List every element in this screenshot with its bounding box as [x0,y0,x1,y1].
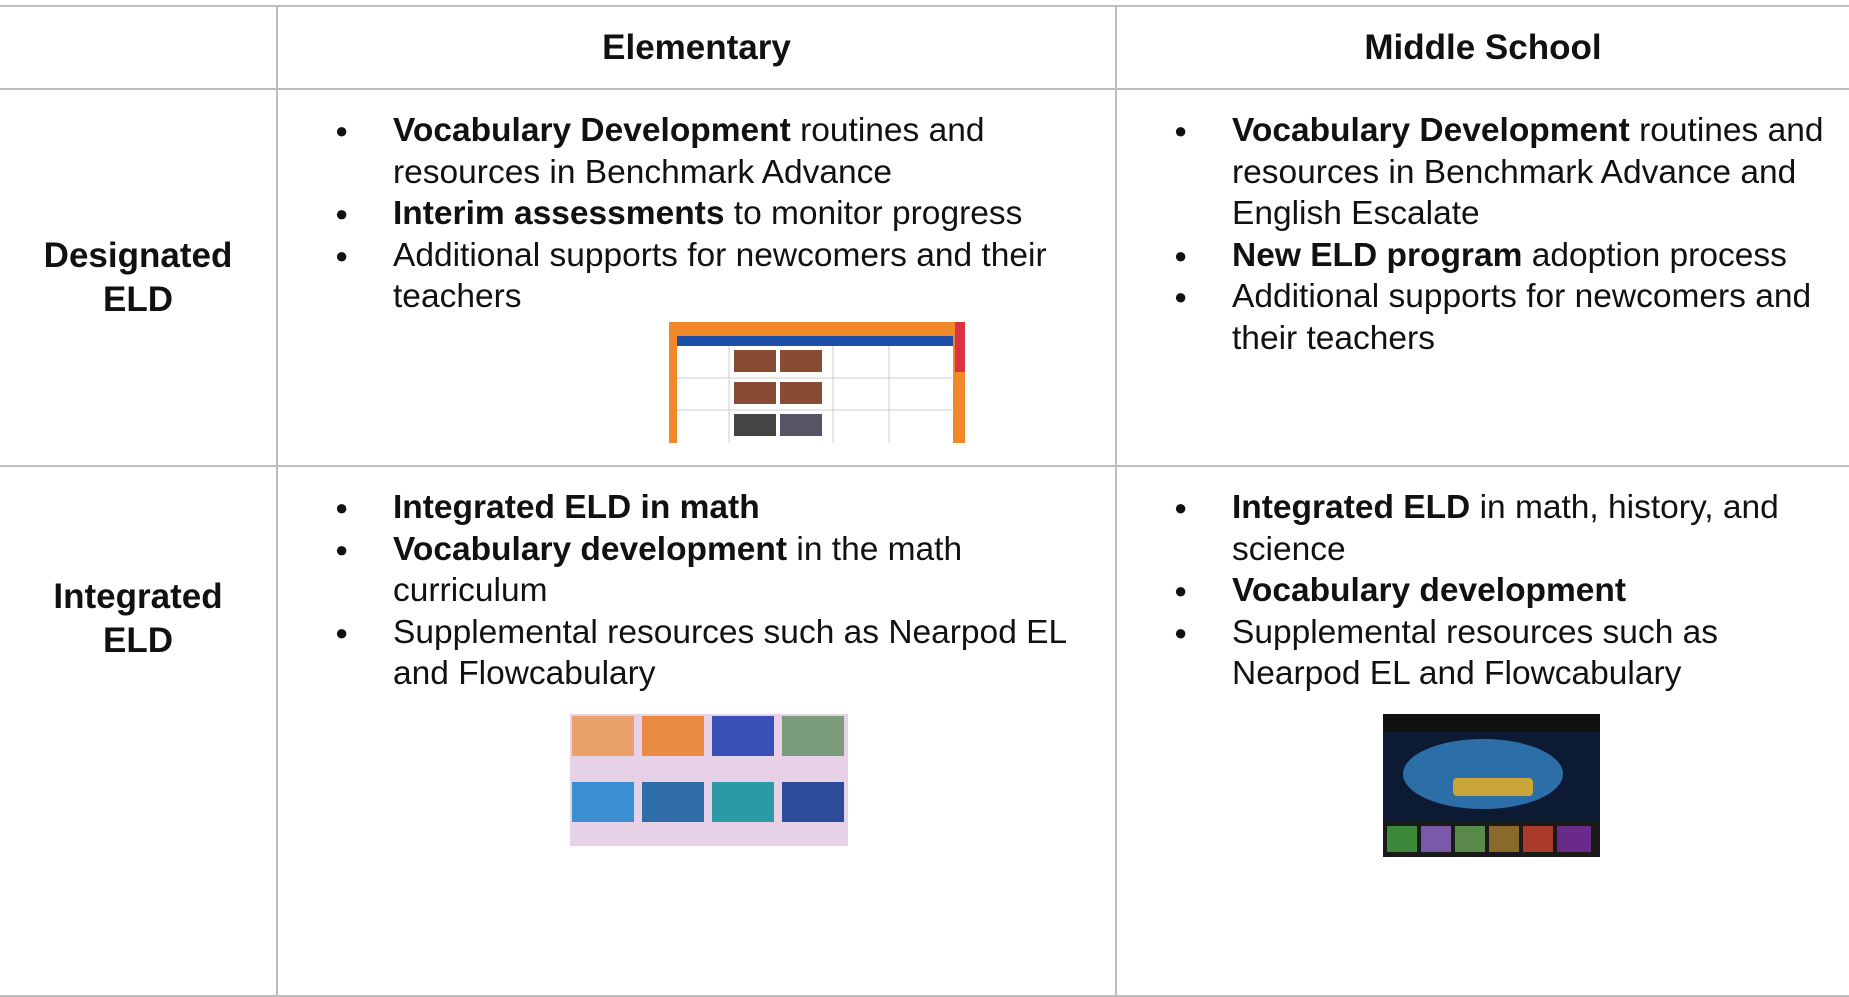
body-text: Additional supports for newcomers and th… [1232,278,1812,357]
vocabulary-screenshot [669,322,965,443]
row-label: Designated ELD [0,88,278,467]
bold-text: Integrated ELD [1232,489,1471,526]
body-text: in math, history, and science [1232,489,1779,568]
body-text: Supplemental resources such as Nearpod E… [1232,613,1719,693]
eld-table: Elementary Middle School Designated ELD … [0,5,1849,997]
cell: Vocabulary Development routines and reso… [1115,88,1849,467]
cell: Integrated ELD in math, history, and sci… [1115,465,1849,997]
bold-text: Integrated ELD in math [393,489,760,526]
bold-text: Vocabulary Development [393,112,791,149]
header-row: Elementary Middle School [0,5,1849,90]
bold-text: Interim assessments [393,195,725,232]
bold-text: Vocabulary Development [1232,112,1630,149]
bullet-item: Integrated ELD in math, history, and sci… [1174,487,1839,570]
bullet-item: Additional supports for newcomers and th… [1174,276,1839,359]
row: Designated ELD Vocabulary Development ro… [0,88,1849,467]
bullet-list: Vocabulary Development routines and reso… [278,90,1115,318]
bold-text: New ELD program [1232,236,1523,274]
corner-cell [0,5,278,90]
bullet-item: Integrated ELD in math [335,487,1105,529]
bullet-item: Vocabulary development [1174,570,1839,612]
bullet-item: Vocabulary Development routines and reso… [1174,110,1839,235]
cell: Vocabulary Development routines and reso… [276,88,1117,467]
row: Integrated ELD Integrated ELD in mathVoc… [0,465,1849,997]
bullet-item: Additional supports for newcomers and th… [335,235,1105,318]
body-text: routines and resources in Benchmark Adva… [1232,112,1824,232]
body-text: Additional supports for newcomers and th… [393,236,1047,316]
header-cell: Elementary [276,5,1117,90]
bullet-list: Vocabulary Development routines and reso… [1117,90,1849,359]
bullet-item: Supplemental resources such as Nearpod E… [335,612,1105,695]
body-text: adoption process [1531,236,1787,274]
cell: Integrated ELD in mathVocabulary develop… [276,465,1117,997]
bullet-item: New ELD program adoption process [1174,235,1839,277]
body-text: to monitor progress [733,195,1023,232]
header-cell: Middle School [1115,5,1849,90]
bold-text: Vocabulary development [393,530,788,568]
row-label: Integrated ELD [0,465,278,997]
bold-text: Vocabulary development [1232,572,1627,609]
body-text: routines and resources in Benchmark Adva… [393,112,985,191]
bullet-item: Interim assessments to monitor progress [335,193,1105,235]
bullet-list: Integrated ELD in mathVocabulary develop… [278,467,1115,695]
page: Elementary Middle School Designated ELD … [0,5,1849,997]
bullet-item: Supplemental resources such as Nearpod E… [1174,612,1839,695]
nearpod-screenshot [570,714,848,846]
bullet-item: Vocabulary Development routines and reso… [335,110,1105,193]
bullet-item: Vocabulary development in the math curri… [335,529,1105,612]
flocabulary-screenshot [1383,714,1600,857]
bullet-list: Integrated ELD in math, history, and sci… [1117,467,1849,695]
body-text: Supplemental resources such as Nearpod E… [393,613,1066,693]
body-text: in the math curriculum [393,530,963,610]
